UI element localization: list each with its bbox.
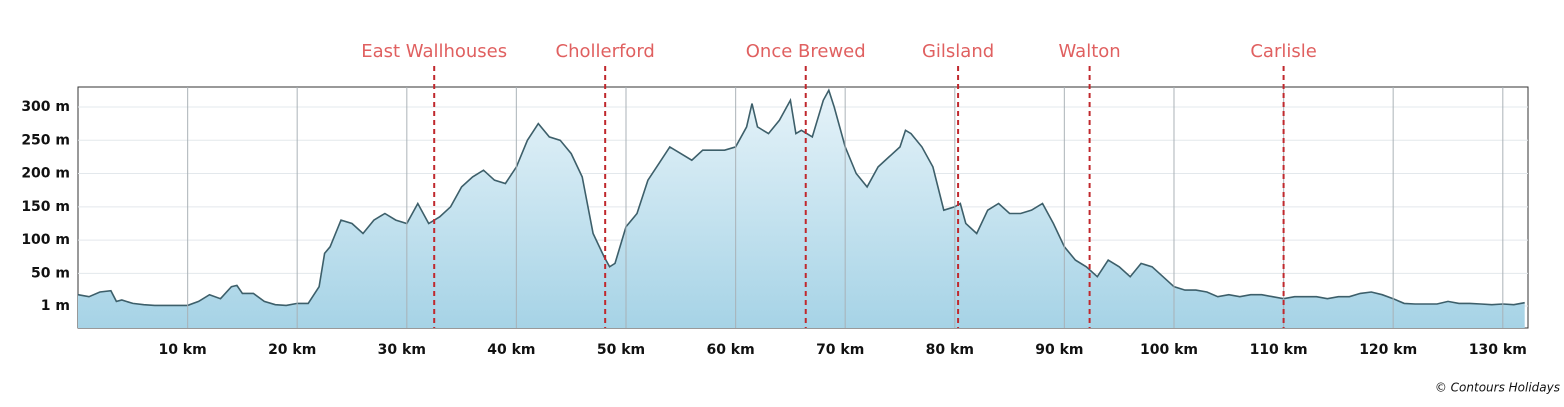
y-tick-label: 250 m	[21, 132, 70, 148]
place-label: Carlisle	[1250, 41, 1316, 62]
x-tick-label: 20 km	[268, 342, 316, 358]
x-tick-label: 120 km	[1359, 342, 1417, 358]
elevation-area	[78, 90, 1525, 328]
y-tick-label: 200 m	[21, 166, 70, 182]
credit: © Contours Holidays	[1435, 381, 1560, 395]
y-tick-label: 1 m	[41, 298, 70, 314]
y-tick-label: 300 m	[21, 99, 70, 115]
y-tick-label: 50 m	[31, 265, 70, 281]
place-label: Walton	[1059, 41, 1121, 62]
x-tick-label: 90 km	[1035, 342, 1083, 358]
x-tick-label: 30 km	[378, 342, 426, 358]
x-tick-label: 60 km	[706, 342, 754, 358]
x-tick-label: 10 km	[158, 342, 206, 358]
place-label: East Wallhouses	[361, 41, 507, 62]
x-tick-label: 70 km	[816, 342, 864, 358]
x-tick-label: 40 km	[487, 342, 535, 358]
y-tick-label: 150 m	[21, 199, 70, 215]
elevation-line	[77, 88, 1525, 307]
x-tick-label: 110 km	[1250, 342, 1308, 358]
y-tick-label: 100 m	[21, 232, 70, 248]
x-tick-label: 130 km	[1469, 342, 1527, 358]
place-label: Once Brewed	[746, 41, 866, 62]
place-label: Chollerford	[556, 41, 655, 62]
x-tick-label: 50 km	[597, 342, 645, 358]
place-label: Gilsland	[922, 41, 994, 62]
x-tick-label: 80 km	[926, 342, 974, 358]
x-tick-label: 100 km	[1140, 342, 1198, 358]
